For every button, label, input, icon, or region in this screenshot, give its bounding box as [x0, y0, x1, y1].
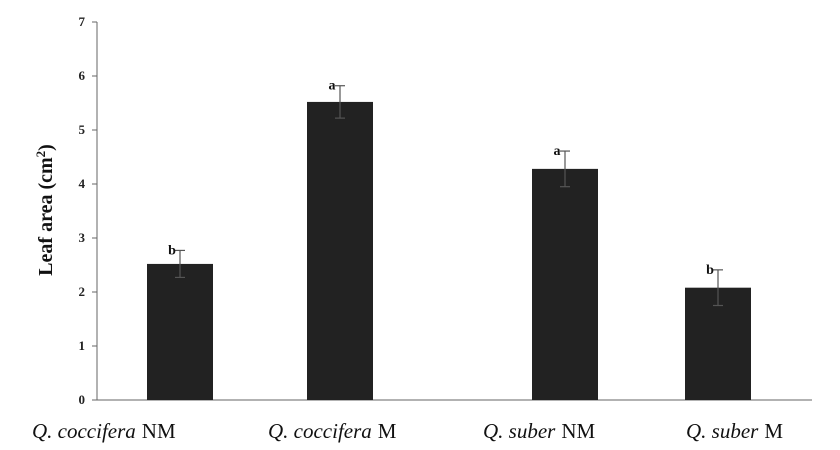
x-tick-label-species: Q. coccifera [268, 419, 372, 443]
x-axis-labels: Q. coccifera NM Q. coccifera M Q. suber NM Q. … [32, 419, 783, 443]
y-axis-label-superscript: 2 [33, 151, 48, 158]
x-tick-label-treatment: NM [561, 419, 595, 443]
bars: b a a b [147, 79, 751, 401]
bar [685, 287, 751, 400]
y-tick-label: 6 [79, 68, 86, 83]
error-bar [175, 249, 185, 279]
significance-letter: b [168, 243, 176, 258]
x-tick-label-species: Q. suber [686, 419, 759, 443]
x-tick-label: Q. coccifera NM [32, 419, 176, 443]
y-axis-label: Leaf area (cm2) [33, 144, 57, 276]
error-bar [335, 85, 345, 119]
y-tick-label: 1 [79, 338, 86, 353]
y-tick-label: 2 [79, 284, 86, 299]
significance-letter: b [706, 263, 714, 278]
bar [147, 263, 213, 400]
x-tick-label: Q. suber NM [483, 419, 596, 443]
x-tick-label-treatment: M [378, 419, 397, 443]
significance-letter: a [329, 79, 336, 94]
x-tick-label-species: Q. coccifera [32, 419, 136, 443]
bar [532, 168, 598, 400]
significance-letter: a [554, 144, 561, 159]
y-tick-label: 0 [79, 392, 86, 407]
y-tick-label: 3 [79, 230, 86, 245]
x-tick-label-treatment: NM [142, 419, 176, 443]
y-tick-label: 7 [79, 14, 86, 29]
y-axis-label-close: ) [35, 144, 57, 151]
y-axis-label-text: Leaf area (cm [35, 157, 57, 276]
bar [307, 101, 373, 401]
y-tick-label: 5 [79, 122, 86, 137]
error-bar [560, 150, 570, 188]
x-tick-label-treatment: M [764, 419, 783, 443]
error-bar [713, 269, 723, 307]
x-tick-label: Q. suber M [686, 419, 783, 443]
y-tick-label: 4 [79, 176, 86, 191]
x-tick-label: Q. coccifera M [268, 419, 397, 443]
x-tick-label-species: Q. suber [483, 419, 556, 443]
